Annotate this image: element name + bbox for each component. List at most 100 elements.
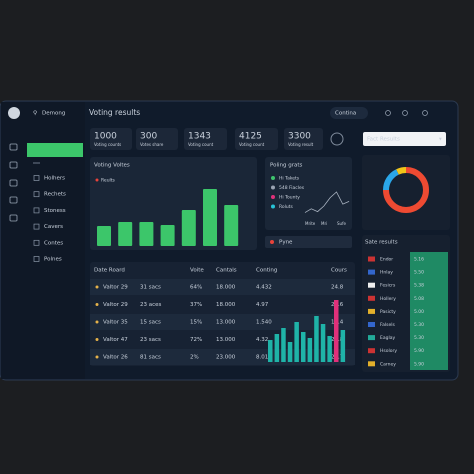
legend-dot — [95, 178, 99, 182]
dropdown-text: Fact Results — [367, 137, 400, 143]
table-cell: 1.540 — [256, 320, 272, 326]
side-icon[interactable] — [9, 179, 18, 187]
nav-icon[interactable] — [33, 191, 40, 198]
panel-title: Sate results — [365, 240, 398, 246]
nav-icon[interactable] — [33, 175, 40, 181]
side-icon[interactable] — [9, 196, 18, 204]
table-header: Conting — [256, 268, 277, 274]
result-value: 5.30 — [414, 322, 424, 328]
filter-pill[interactable] — [330, 107, 368, 119]
table-cell: 81 sacs — [140, 355, 161, 361]
results-badge-column — [410, 252, 448, 370]
table-cell: Valtor 29 — [103, 285, 128, 291]
stat-value: 300 — [140, 132, 157, 142]
panel-title: Poling grats — [270, 163, 303, 169]
result-value: 5.50 — [414, 270, 424, 276]
nav-item: Contes — [44, 240, 63, 246]
mini-bar — [334, 300, 339, 362]
table-cell: Valtor 35 — [103, 320, 128, 326]
nav-active[interactable] — [27, 143, 83, 157]
table-cell: 24.8 — [331, 285, 344, 291]
legend-text: 548 Fiacles — [279, 185, 305, 191]
donut-segment — [383, 169, 399, 191]
result-name: Pasicty — [380, 309, 396, 315]
donut-segment — [383, 167, 429, 213]
nav-icon[interactable] — [33, 207, 40, 214]
bar — [97, 226, 111, 246]
stat-label: Voting count — [239, 142, 265, 147]
stat-button[interactable] — [330, 132, 344, 146]
mini-bar — [340, 330, 346, 362]
table-cell: 2% — [190, 355, 199, 361]
legend-text: Hi Takets — [279, 176, 300, 182]
nav-item: Rechets — [44, 192, 66, 198]
stat-card — [235, 128, 278, 150]
table-cell: 4.32 — [256, 337, 268, 343]
x-label: Mrite — [305, 221, 316, 226]
table-cell: 23.000 — [216, 355, 236, 361]
stat-label: Voting count — [188, 142, 214, 147]
table-cell: 72% — [190, 337, 202, 343]
row-dot — [95, 320, 99, 324]
legend-dot — [271, 195, 275, 199]
nav-icon[interactable] — [33, 256, 40, 262]
side-icon[interactable] — [9, 143, 18, 151]
flag — [368, 295, 375, 301]
result-value: 5.08 — [414, 296, 424, 302]
panel-title: Voting Voltes — [94, 163, 130, 169]
legend-dot — [271, 185, 275, 190]
dropdown[interactable] — [363, 132, 446, 146]
stat-label: Voting counts — [94, 142, 121, 147]
nav-item: Cavers — [44, 224, 63, 230]
header-icon[interactable] — [385, 110, 391, 116]
result-value: 5.30 — [414, 335, 424, 341]
mini-bar — [287, 342, 293, 362]
stat-card — [136, 128, 178, 150]
result-name: Falsels — [380, 322, 396, 328]
stat-value: 1000 — [94, 132, 117, 142]
bar — [203, 189, 217, 246]
table-cell: 23 aces — [140, 302, 162, 308]
header-icon[interactable] — [422, 110, 428, 116]
flag — [368, 256, 375, 262]
side-icon[interactable] — [9, 214, 18, 222]
header-icon[interactable] — [402, 110, 408, 116]
table-cell: 13.000 — [216, 320, 236, 326]
result-value: 5.90 — [414, 348, 424, 354]
result-name: Fesicrs — [380, 283, 396, 289]
panel — [362, 155, 450, 230]
table-cell: 37% — [190, 302, 202, 308]
nav-icon[interactable] — [33, 223, 40, 230]
search-text: Demong — [42, 111, 65, 117]
table-cell: 23 sacs — [140, 337, 161, 343]
button-text: Pyne — [279, 240, 293, 246]
logo — [8, 107, 20, 119]
flag — [368, 348, 375, 354]
flag — [368, 308, 375, 314]
legend-dot — [271, 176, 275, 180]
bar — [139, 222, 154, 246]
legend-text: Reults — [101, 178, 116, 184]
side-icon[interactable] — [9, 161, 18, 169]
page-title: Voting results — [89, 108, 140, 117]
donut-segment — [396, 167, 407, 175]
table-header: Cours — [331, 268, 347, 274]
table-cell: 13.000 — [216, 337, 236, 343]
button[interactable] — [265, 236, 352, 248]
table-row — [90, 314, 355, 330]
mini-bar — [327, 336, 332, 362]
mini-bar — [301, 332, 306, 362]
bar — [160, 225, 175, 246]
result-name: Hnlay — [380, 270, 393, 276]
mini-bar — [281, 328, 286, 362]
nav-item: Stoness — [44, 208, 66, 214]
bar — [118, 222, 133, 246]
flag — [368, 269, 375, 275]
filter-text: Contina — [335, 111, 356, 117]
nav-icon[interactable] — [33, 239, 40, 246]
table-cell: Valtor 26 — [103, 355, 128, 361]
stat-value: 1343 — [188, 132, 211, 142]
stat-label: Votes share — [140, 142, 164, 147]
table-cell: 8.01 — [256, 355, 268, 361]
